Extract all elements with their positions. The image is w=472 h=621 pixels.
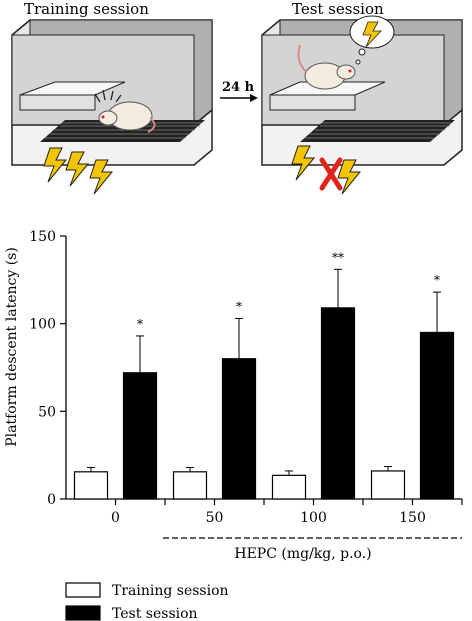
illustration	[11, 15, 463, 195]
significance-marker: *	[137, 317, 143, 331]
bar-test	[221, 358, 257, 500]
significance-marker: *	[236, 299, 242, 313]
thought-bubble-icon	[349, 15, 395, 65]
y-tick-label: 150	[29, 229, 56, 245]
delay-label: 24 h	[222, 80, 255, 95]
legend-swatch-test	[65, 605, 101, 621]
grid-floor-right	[300, 120, 455, 142]
test-session-title: Test session	[292, 0, 384, 18]
legend-label-test: Test session	[112, 606, 198, 621]
y-tick-label: 50	[38, 404, 56, 420]
bar-training	[271, 474, 307, 500]
arrow-icon	[220, 94, 258, 102]
rat-icon	[94, 89, 156, 133]
bar-chart: Platform descent latency (s) 050100150*0…	[4, 229, 463, 621]
bar-training	[73, 471, 109, 500]
significance-marker: *	[434, 273, 440, 287]
training-apparatus	[11, 19, 213, 195]
x-tick-label: 0	[111, 510, 120, 526]
bar-test	[419, 331, 455, 500]
legend: Training session Test session	[65, 582, 229, 621]
bar-training	[370, 470, 406, 500]
shock-icon-test	[291, 145, 362, 195]
legend-label-training: Training session	[112, 583, 229, 599]
x-tick-label: 150	[399, 510, 426, 526]
training-session-title: Training session	[24, 0, 149, 18]
y-tick-label: 100	[29, 317, 56, 333]
significance-marker: **	[332, 250, 344, 264]
test-apparatus	[261, 15, 463, 195]
legend-swatch-training	[65, 582, 101, 598]
y-tick-label: 0	[47, 492, 56, 508]
y-axis-label: Platform descent latency (s)	[4, 247, 20, 447]
plot-area: 0 50 100 150 * 0 * 50 ** 100 * 150	[29, 229, 463, 539]
x-axis-label: HEPC (mg/kg, p.o.)	[234, 546, 371, 562]
shock-icon	[43, 147, 114, 195]
bar-training	[172, 471, 208, 500]
x-tick-label: 50	[206, 510, 224, 526]
x-tick-label: 100	[300, 510, 327, 526]
cross-icon	[319, 157, 343, 191]
rat-icon-test	[297, 44, 356, 90]
bar-test	[320, 307, 356, 500]
bar-test	[122, 372, 158, 500]
